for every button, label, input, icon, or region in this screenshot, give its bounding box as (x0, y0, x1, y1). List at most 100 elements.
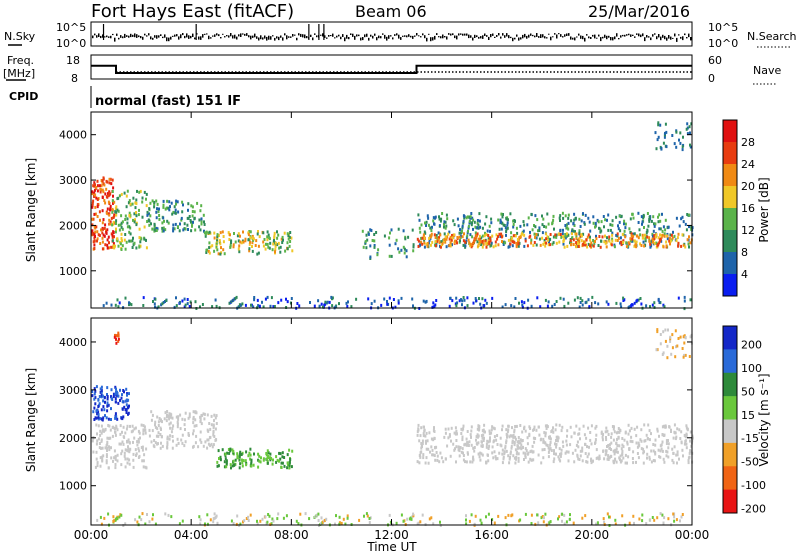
echo-cell (658, 227, 661, 231)
echo-cell (656, 427, 659, 431)
colorbar-tick-label: -200 (741, 502, 766, 515)
echo-cell (613, 430, 616, 434)
echo-cell (500, 212, 503, 216)
echo-cell (464, 244, 467, 248)
echo-cell (94, 402, 97, 406)
echo-cell (439, 233, 442, 237)
echo-cell (528, 432, 531, 436)
echo-cell (660, 235, 663, 239)
nsky-point (104, 36, 106, 38)
echo-cell (601, 438, 604, 442)
nsky-point (676, 37, 678, 42)
echo-cell (106, 228, 109, 232)
echo-cell (676, 344, 679, 348)
echo-cell (680, 515, 683, 519)
echo-cell (597, 302, 600, 306)
echo-cell (562, 444, 565, 448)
echo-cell (418, 218, 421, 222)
echo-cell (125, 398, 128, 402)
colorbar-swatch (723, 396, 737, 420)
echo-cell (403, 247, 406, 251)
echo-cell (142, 465, 145, 469)
nsky-point (582, 35, 584, 40)
nsky-point (542, 34, 544, 38)
echo-cell (194, 418, 197, 422)
echo-cell (106, 386, 109, 390)
echo-cell (557, 517, 559, 521)
echo-cell (135, 198, 138, 202)
echo-cell (671, 236, 674, 240)
echo-cell (345, 301, 348, 305)
echo-cell (662, 303, 665, 307)
echo-cell (685, 228, 688, 232)
echo-cell (155, 199, 158, 203)
echo-cell (176, 437, 179, 441)
echo-cell (519, 234, 522, 238)
echo-cell (165, 206, 168, 210)
echo-cell (459, 228, 461, 232)
echo-cell (485, 233, 488, 237)
echo-cell (103, 516, 106, 520)
nsky-point (314, 33, 316, 35)
echo-cell (470, 223, 473, 227)
echo-cell (481, 226, 484, 230)
echo-cell (227, 448, 230, 451)
echo-cell (116, 298, 119, 302)
echo-cell (527, 298, 530, 302)
echo-cell (611, 219, 614, 223)
nsky-point (558, 33, 560, 35)
echo-cell (546, 304, 549, 308)
echo-cell (199, 416, 202, 419)
echo-cell (198, 218, 201, 222)
echo-cell (543, 516, 545, 520)
echo-cell (114, 466, 117, 470)
echo-cell (431, 225, 433, 229)
echo-cell (575, 443, 578, 447)
nsky-point (502, 33, 504, 36)
echo-cell (230, 519, 233, 523)
echo-cell (513, 430, 516, 434)
nsky-point (610, 37, 612, 41)
echo-cell (581, 299, 584, 303)
echo-cell (136, 440, 139, 444)
echo-cell (116, 417, 119, 421)
echo-cell (192, 429, 195, 433)
echo-cell (517, 244, 520, 248)
echo-cell (156, 427, 159, 431)
echo-cell (182, 228, 185, 232)
echo-cell (653, 224, 656, 228)
echo-cell (200, 220, 203, 224)
echo-cell (674, 437, 677, 441)
echo-cell (430, 437, 433, 441)
colorbar-swatch (723, 372, 737, 397)
echo-cell (208, 251, 211, 255)
echo-cell (440, 217, 443, 221)
echo-cell (689, 298, 692, 302)
nsky-point (480, 36, 482, 39)
echo-cell (580, 219, 583, 223)
echo-cell (106, 397, 109, 401)
echo-cell (479, 302, 482, 306)
echo-cell (161, 226, 164, 230)
echo-cell (685, 424, 688, 428)
echo-cell (644, 237, 647, 241)
echo-cell (161, 221, 164, 225)
echo-cell (606, 445, 608, 448)
nsky-point (338, 34, 340, 37)
echo-cell (534, 214, 537, 218)
echo-cell (519, 518, 522, 522)
x-tick-label: 20:00 (575, 528, 610, 542)
echo-cell (111, 223, 114, 227)
echo-cell (679, 131, 682, 135)
echo-cell (476, 232, 479, 236)
colorbar-swatch (723, 252, 737, 275)
nsky-point (592, 34, 594, 37)
echo-cell (207, 429, 210, 433)
echo-cell (654, 452, 657, 456)
echo-cell (647, 423, 650, 427)
echo-cell (578, 427, 581, 431)
nsky-point (256, 36, 258, 39)
echo-cell (669, 335, 672, 339)
echo-cell (674, 329, 677, 333)
